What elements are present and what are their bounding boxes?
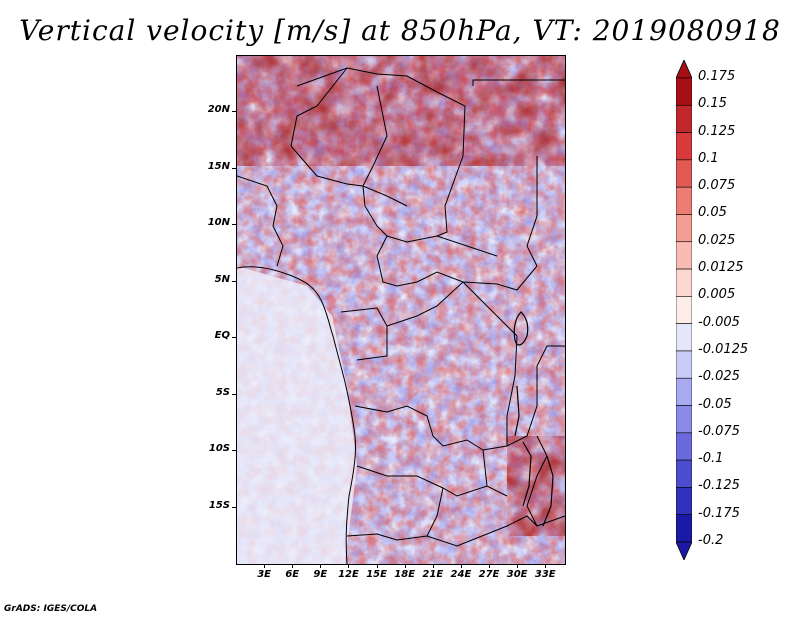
colorbar-level-label: 0.0125 <box>698 260 744 276</box>
lon-tick-label: 9E <box>313 569 328 580</box>
lon-tick-mark <box>432 564 434 568</box>
lakes <box>513 311 554 527</box>
colorbar-swatch <box>676 77 692 106</box>
lon-tick-mark <box>404 564 406 568</box>
lat-tick-mark <box>232 337 236 339</box>
lon-tick-label: 27E <box>478 569 500 580</box>
colorbar-level-label: 0.125 <box>698 123 736 139</box>
colorbar-level-label: 0.175 <box>698 69 736 84</box>
lon-tick-label: 18E <box>394 569 416 580</box>
lat-tick-label: 5N <box>214 273 230 285</box>
colorbar-level-label: -0.1 <box>698 451 724 467</box>
chart-title: Vertical velocity [m/s] at 850hPa, VT: 2… <box>19 14 781 47</box>
colorbar-level-label: 0.005 <box>698 287 736 303</box>
velocity-field-map <box>237 56 565 564</box>
lat-tick-mark <box>232 280 236 282</box>
colorbar-level-label: -0.075 <box>698 423 740 439</box>
lat-tick-mark <box>232 224 236 226</box>
colorbar-level-label: 0.025 <box>698 232 736 248</box>
lon-tick-label: 21E <box>422 569 444 580</box>
lon-tick-mark <box>320 564 322 568</box>
colorbar-swatch <box>676 241 692 270</box>
colorbar-swatch <box>676 350 692 379</box>
colorbar-swatch <box>676 405 692 434</box>
lon-tick-mark <box>460 564 462 568</box>
lat-tick-mark <box>232 506 236 508</box>
lat-tick-mark <box>232 111 236 113</box>
colorbar-swatch <box>676 459 692 488</box>
map-panel <box>236 55 566 565</box>
colorbar-swatch <box>676 132 692 161</box>
colorbar-level-label: 0.075 <box>698 178 736 194</box>
colorbar-level-label: 0.15 <box>698 96 727 112</box>
colorbar-top-arrow <box>676 60 692 79</box>
lat-tick-label: 10S <box>208 443 230 455</box>
colorbar-swatch <box>676 214 692 243</box>
colorbar-level-label: -0.2 <box>698 533 724 548</box>
colorbar-level-label: -0.0125 <box>698 341 749 357</box>
lon-tick-mark <box>517 564 519 568</box>
colorbar-swatch <box>676 186 692 215</box>
colorbar-bottom-arrow <box>676 541 692 560</box>
colorbar-swatch <box>676 296 692 324</box>
lat-tick-label: 20N <box>207 104 230 116</box>
colorbar-swatch <box>676 104 692 133</box>
lon-tick-label: 12E <box>338 569 359 580</box>
colorbar-level-label: 0.1 <box>698 150 719 166</box>
colorbar-swatch <box>676 514 692 543</box>
lon-tick-mark <box>264 564 266 568</box>
lon-tick-mark <box>348 564 350 568</box>
lon-tick-label: 33E <box>534 569 556 580</box>
colorbar-level-label: -0.175 <box>698 505 740 521</box>
colorbar-swatch <box>676 487 692 516</box>
lon-tick-mark <box>545 564 547 568</box>
lat-tick-label: EQ <box>214 330 230 342</box>
colorbar <box>676 60 692 560</box>
lat-tick-mark <box>232 167 236 169</box>
colorbar-level-label: -0.125 <box>698 478 740 494</box>
lon-tick-label: 24E <box>450 569 472 580</box>
lon-tick-label: 30E <box>506 569 528 580</box>
colorbar-swatch <box>676 323 692 352</box>
colorbar-swatch <box>676 159 692 188</box>
lon-tick-label: 6E <box>285 569 300 580</box>
credit-text: GrADS: IGES/COLA <box>4 604 98 614</box>
colorbar-level-label: -0.05 <box>698 396 732 412</box>
colorbar-level-label: -0.025 <box>698 369 740 385</box>
lon-tick-label: 3E <box>257 569 271 580</box>
lat-tick-mark <box>232 450 236 452</box>
lat-tick-label: 15S <box>208 499 230 511</box>
lon-tick-mark <box>376 564 378 568</box>
lat-tick-label: 15N <box>207 160 230 172</box>
lat-tick-mark <box>232 393 236 395</box>
colorbar-swatch <box>676 432 692 461</box>
colorbar-level-label: -0.005 <box>698 314 740 330</box>
colorbar-swatch <box>676 377 692 406</box>
ocean-wash <box>237 266 357 564</box>
lat-tick-label: 5S <box>215 386 230 398</box>
lon-tick-mark <box>489 564 491 568</box>
lon-tick-label: 15E <box>366 569 387 580</box>
lon-tick-mark <box>292 564 294 568</box>
lat-tick-label: 10N <box>207 217 230 229</box>
colorbar-swatch <box>676 268 692 297</box>
country-borders <box>237 67 565 564</box>
colorbar-level-label: 0.05 <box>698 205 727 221</box>
